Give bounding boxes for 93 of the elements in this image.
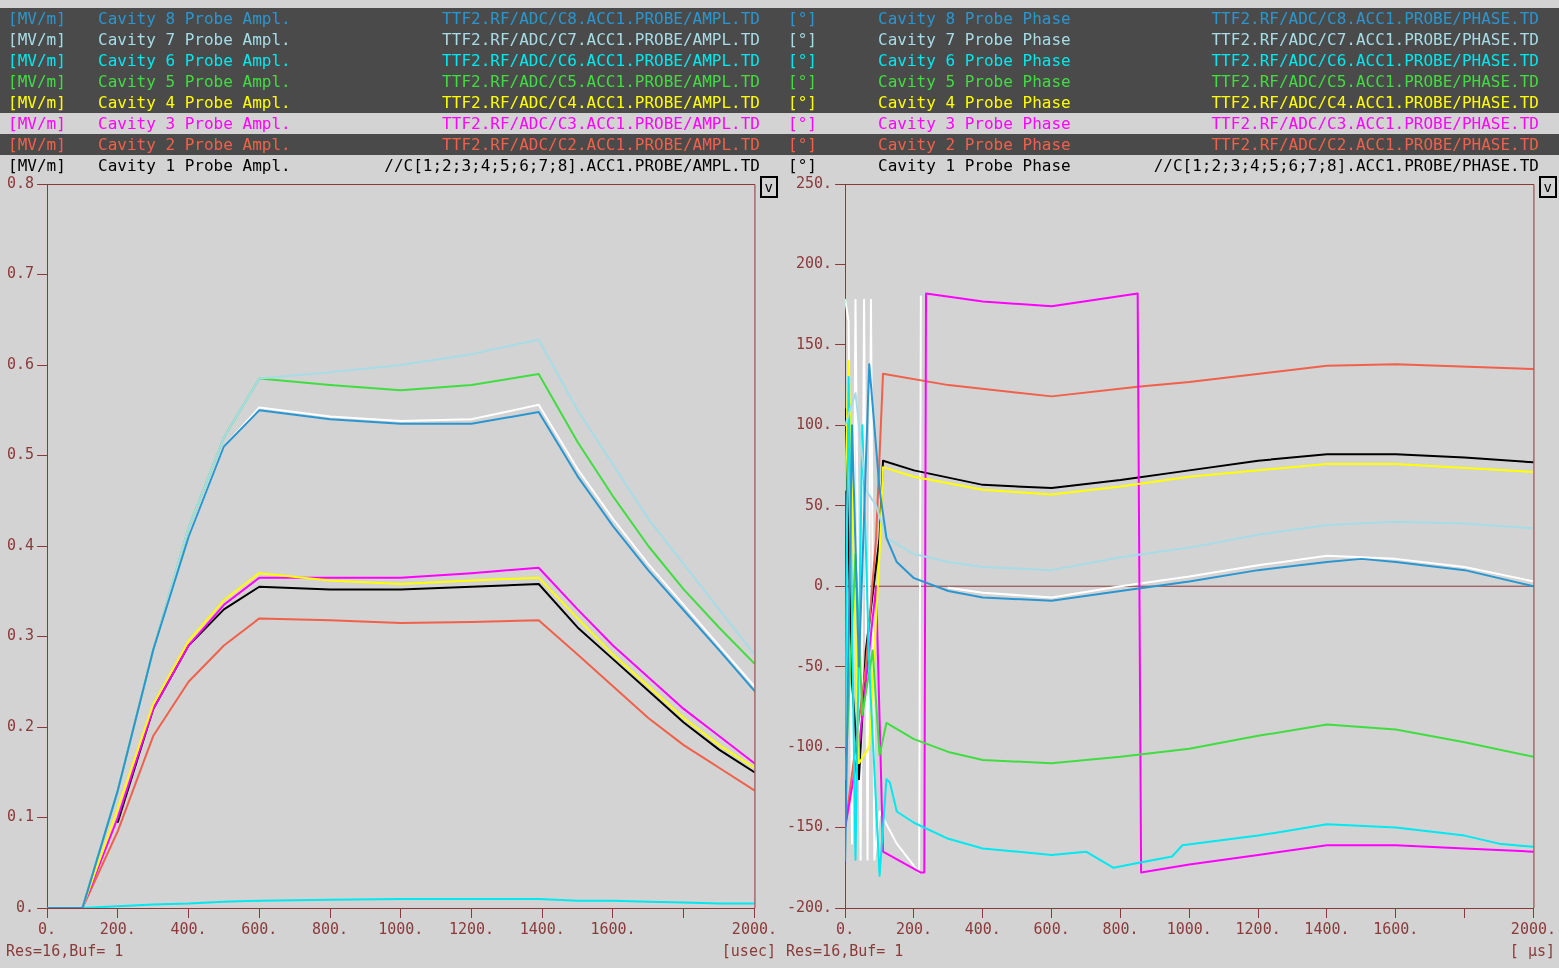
x-tick-label: 2000. [731, 919, 777, 938]
text: TTF2.RF/ADC/C2.ACC1.PROBE/AMPL.TD [442, 135, 761, 154]
text: [°] [788, 9, 817, 28]
text: Res=16,Buf= 1 [786, 942, 904, 961]
dropdown-button: v [1538, 176, 1557, 198]
y-tick-label: 200. [796, 254, 833, 273]
y-tick-label: 250. [796, 173, 833, 192]
y-tick-label: 50. [805, 495, 833, 514]
y-tick-label: 0.8 [7, 173, 35, 192]
y-tick-label: 0.6 [7, 354, 35, 373]
x-tick-label: 1600. [1373, 919, 1419, 938]
text: Res=16,Buf= 1 [6, 942, 124, 961]
x-tick-label: 1000. [378, 919, 424, 938]
x-tick-label: 400. [964, 919, 1001, 938]
text: TTF2.RF/ADC/C5.ACC1.PROBE/PHASE.TD [1211, 72, 1540, 91]
text: [°] [788, 30, 817, 49]
text: Cavity 2 Probe Phase [878, 135, 1072, 154]
text: Cavity 1 Probe Phase [878, 156, 1072, 175]
text: [°] [788, 72, 817, 91]
y-tick-label: -200. [787, 897, 833, 916]
x-tick-label: 800. [1102, 919, 1139, 938]
x-tick-label: 200. [895, 919, 933, 938]
text: Cavity 8 Probe Ampl. [98, 9, 292, 28]
text: [°] [788, 51, 817, 70]
text: TTF2.RF/ADC/C8.ACC1.PROBE/AMPL.TD [442, 9, 761, 28]
text: Cavity 1 Probe Ampl. [98, 156, 292, 175]
text: Cavity 2 Probe Ampl. [98, 135, 292, 154]
text: [MV/m] [8, 9, 66, 28]
text: Cavity 5 Probe Ampl. [98, 72, 292, 91]
x-tick-label: 600. [1033, 919, 1070, 938]
text: //C[1;2;3;4;5;6;7;8].ACC1.PROBE/AMPL.TD [384, 156, 761, 175]
y-tick-label: 0. [16, 897, 35, 916]
y-tick-label: 0.4 [7, 535, 35, 554]
text: Cavity 6 Probe Phase [878, 51, 1072, 70]
x-tick-label: 0. [38, 919, 57, 938]
text: TTF2.RF/ADC/C6.ACC1.PROBE/PHASE.TD [1211, 51, 1540, 70]
text: [MV/m] [8, 51, 66, 70]
x-tick-label: 1200. [1235, 919, 1281, 938]
text: TTF2.RF/ADC/C2.ACC1.PROBE/PHASE.TD [1211, 135, 1540, 154]
text: Cavity 3 Probe Phase [878, 114, 1072, 133]
x-axis-title: [ µs] [1509, 942, 1555, 961]
y-tick-label: 0.2 [7, 716, 35, 735]
text: [MV/m] [8, 114, 66, 133]
text: TTF2.RF/ADC/C7.ACC1.PROBE/AMPL.TD [442, 30, 761, 49]
x-tick-label: 200. [99, 919, 136, 938]
x-tick-label: 600. [241, 919, 278, 938]
y-tick-label: -100. [787, 737, 833, 755]
x-tick-label: 1400. [519, 919, 565, 938]
text: [°] [788, 93, 817, 112]
x-tick-label: 1200. [448, 919, 495, 938]
text: Cavity 7 Probe Ampl. [98, 30, 292, 49]
text: Cavity 4 Probe Ampl. [98, 93, 292, 112]
text: Cavity 4 Probe Phase [878, 93, 1072, 112]
y-tick-label: 100. [796, 415, 833, 434]
x-tick-label: 400. [170, 919, 207, 938]
x-tick-label: 1400. [1304, 919, 1350, 938]
x-tick-label: 0. [836, 919, 855, 938]
text: Cavity 6 Probe Ampl. [98, 51, 292, 70]
y-tick-label: 150. [796, 334, 833, 353]
dropdown-button: v [759, 176, 778, 198]
y-tick-label: 0. [814, 576, 833, 595]
y-tick-label: 0.5 [7, 445, 35, 464]
text: TTF2.RF/ADC/C8.ACC1.PROBE/PHASE.TD [1211, 9, 1540, 28]
text: [MV/m] [8, 30, 66, 49]
text: Cavity 7 Probe Phase [878, 30, 1072, 49]
y-tick-label: 0.7 [7, 264, 35, 283]
text: [MV/m] [8, 93, 66, 112]
text: [°] [788, 114, 817, 133]
y-tick-label: 0.3 [7, 626, 35, 645]
x-axis-title: [usec] [721, 942, 776, 961]
y-axis-title: [°] [787, 156, 818, 175]
text: Cavity 8 Probe Phase [878, 9, 1072, 28]
x-tick-label: 1000. [1166, 919, 1212, 938]
text: TTF2.RF/ADC/C3.ACC1.PROBE/AMPL.TD [442, 114, 761, 133]
text: Cavity 5 Probe Phase [878, 72, 1072, 91]
y-tick-label: 0.1 [7, 807, 35, 826]
text: Cavity 3 Probe Ampl. [98, 114, 292, 133]
text: [MV/m] [8, 72, 66, 91]
text: TTF2.RF/ADC/C4.ACC1.PROBE/PHASE.TD [1211, 93, 1540, 112]
text: TTF2.RF/ADC/C3.ACC1.PROBE/PHASE.TD [1211, 114, 1540, 133]
text: TTF2.RF/ADC/C7.ACC1.PROBE/PHASE.TD [1211, 30, 1540, 49]
y-tick-label: -150. [787, 817, 833, 836]
text: [MV/m] [8, 135, 66, 154]
x-tick-label: 800. [311, 919, 349, 938]
text: TTF2.RF/ADC/C6.ACC1.PROBE/AMPL.TD [442, 51, 761, 70]
text: TTF2.RF/ADC/C4.ACC1.PROBE/AMPL.TD [442, 93, 761, 112]
y-tick-label: -50. [796, 656, 833, 675]
x-tick-label: 1600. [590, 919, 636, 938]
x-tick-label: 2000. [1510, 919, 1556, 938]
text: //C[1;2;3;4;5;6;7;8].ACC1.PROBE/PHASE.TD [1153, 156, 1540, 175]
text: TTF2.RF/ADC/C5.ACC1.PROBE/AMPL.TD [442, 72, 761, 91]
text: [°] [788, 135, 817, 154]
y-axis-title: [MV/m] [7, 156, 67, 175]
